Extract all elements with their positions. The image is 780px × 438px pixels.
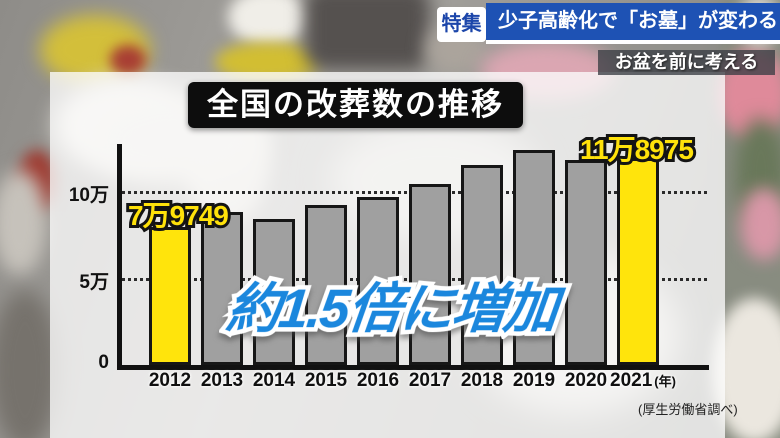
increase-annotation: 約1.5倍に増加 [198,264,586,343]
x-axis-label-2015: 2015 [304,370,348,391]
x-axis-label-2012: 2012 [148,370,192,391]
bar-2012 [149,227,191,365]
bar-chart: 10万 5万 0 2012 2013 2014 2015 2016 2017 2018 201… [69,128,709,391]
headline-bar: 少子高齢化で「お墓」が変わる [486,3,780,40]
x-axis-label-2018: 2018 [460,370,504,391]
value-label-2012: 7万9749 [128,194,229,234]
pink-flowers-right-blob [740,188,780,260]
x-axis-label-2021: 2021 (年) [610,370,676,391]
feature-badge: 特集 [437,7,486,42]
chart-panel: 全国の改葬数の推移 10万 5万 0 2012 2013 2014 2015 2016 2… [50,72,738,438]
x-axis-label-2014: 2014 [252,370,296,391]
x-axis-label-2019: 2019 [512,370,556,391]
value-label-2021: 11万8975 [580,128,694,168]
x-axis-label-2017: 2017 [408,370,452,391]
x-axis-line [117,365,709,370]
headline-underline [486,40,780,44]
y-tick-50k: 5万 [79,272,109,293]
x-axis-unit: (年) [654,374,676,389]
bar-2021 [617,158,659,365]
red-candle-blob [110,45,146,75]
x-axis-label-2013: 2013 [200,370,244,391]
x-axis-label-2016: 2016 [356,370,400,391]
gravestone-blob [305,0,430,70]
white-flower-top-blob [228,0,308,46]
y-axis-line [117,144,122,370]
y-tick-0: 0 [98,352,109,373]
subheadline-bar: お盆を前に考える [598,50,775,75]
chart-title: 全国の改葬数の推移 [188,82,523,128]
light-stone-left-blob [0,170,47,275]
y-tick-100k: 10万 [68,185,109,206]
source-attribution: (厚生労働省調べ) [638,402,738,417]
x-axis-label-2020: 2020 [564,370,608,391]
